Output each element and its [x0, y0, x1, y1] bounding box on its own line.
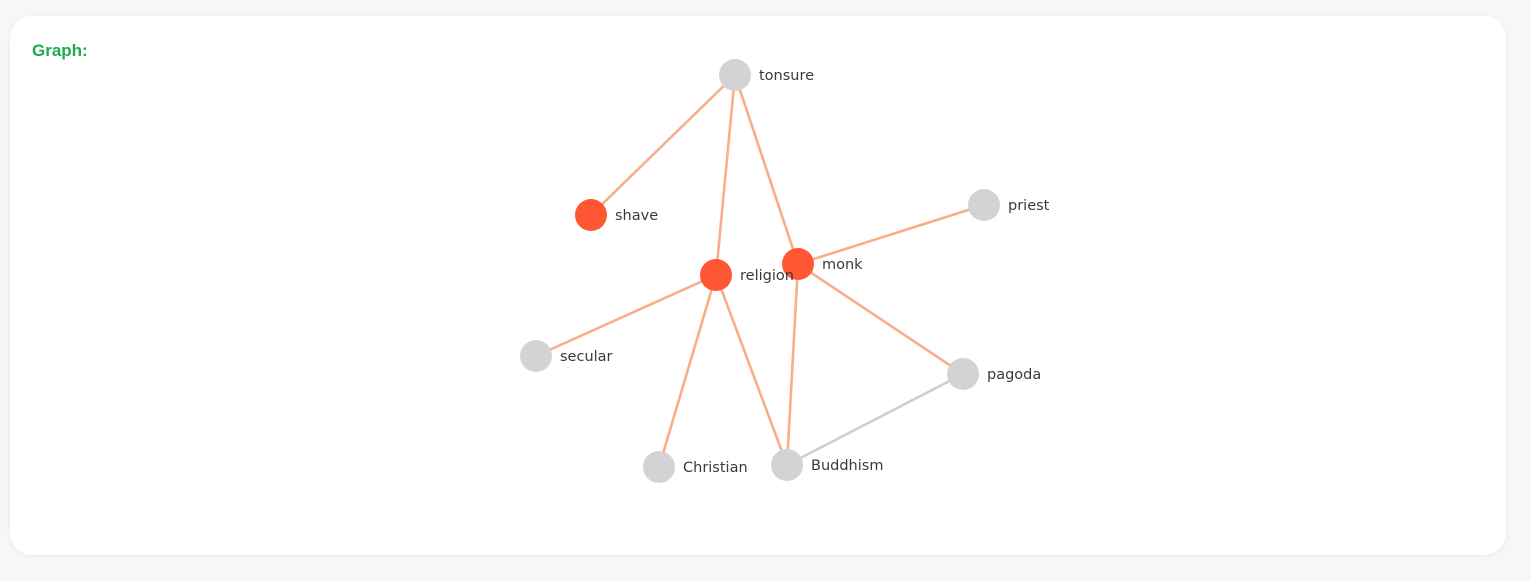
node-label-tonsure: tonsure — [759, 68, 814, 84]
node-label-pagoda: pagoda — [987, 367, 1041, 383]
node-shave[interactable] — [575, 199, 607, 231]
edge-monk-priest — [797, 203, 985, 266]
node-label-priest: priest — [1008, 198, 1050, 214]
nodes-layer — [520, 59, 1000, 483]
node-secular[interactable] — [520, 340, 552, 372]
node-christian[interactable] — [643, 451, 675, 483]
node-religion[interactable] — [700, 259, 732, 291]
edge-tonsure-monk — [733, 74, 800, 265]
node-tonsure[interactable] — [719, 59, 751, 91]
node-priest[interactable] — [968, 189, 1000, 221]
node-label-monk: monk — [822, 257, 863, 273]
edge-pagoda-buddhism — [786, 372, 964, 467]
graph-card: Graph: — [10, 16, 1506, 555]
edge-religion-christian — [657, 274, 718, 468]
node-label-christian: Christian — [683, 460, 748, 476]
node-label-buddhism: Buddhism — [811, 458, 883, 474]
node-label-shave: shave — [615, 208, 658, 224]
edge-monk-pagoda — [797, 262, 964, 376]
edge-religion-secular — [535, 273, 717, 358]
graph-title: Graph: — [32, 41, 88, 60]
node-label-secular: secular — [560, 349, 613, 365]
edge-tonsure-shave — [590, 74, 736, 216]
labels-layer: tonsure shave priest religion monk secular pag… — [560, 68, 1050, 476]
node-buddhism[interactable] — [771, 449, 803, 481]
node-pagoda[interactable] — [947, 358, 979, 390]
edge-tonsure-religion — [714, 74, 737, 276]
node-label-religion: religion — [740, 268, 794, 284]
node-monk[interactable] — [782, 248, 814, 280]
edge-monk-buddhism — [785, 263, 800, 466]
edge-religion-buddhism — [714, 274, 789, 466]
edges-layer — [535, 74, 985, 468]
